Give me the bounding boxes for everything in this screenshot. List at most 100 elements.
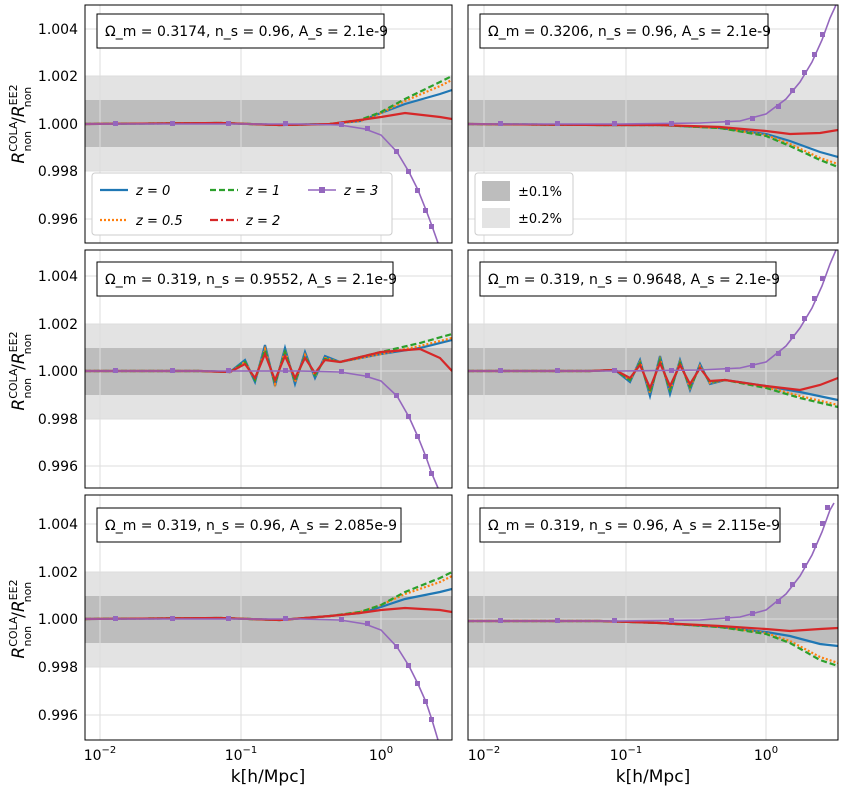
panel-2: Ω_m = 0.319, n_s = 0.9552, A_s = 2.1e-9	[84, 249, 453, 489]
series-group	[468, 250, 838, 409]
series-z3-markers	[498, 32, 825, 126]
x-tick-label: 10−1	[610, 745, 643, 764]
series-z3-markers	[113, 121, 434, 229]
series-group	[468, 5, 838, 169]
panel-frame	[467, 494, 839, 741]
y-label-sup: EE2	[7, 331, 20, 352]
panel-5: Ω_m = 0.319, n_s = 0.96, A_s = 2.115e-9	[467, 494, 839, 741]
series-z0_5	[468, 619, 838, 665]
panel-frame	[84, 494, 453, 741]
y-label-sub: non	[21, 131, 34, 152]
panel-title-box: Ω_m = 0.3174, n_s = 0.96, A_s = 2.1e-9	[96, 13, 388, 49]
y-axis-label-row-3: RCOLAnon/REE2non	[7, 579, 34, 658]
panel-frame	[84, 4, 453, 244]
panel-frame	[84, 249, 453, 489]
y-label-sup: COLA	[7, 368, 20, 399]
series-z0_5	[85, 79, 452, 127]
svg-text:RCOLAnon/REE2non: RCOLAnon/REE2non	[7, 84, 34, 163]
panel-title-box: Ω_m = 0.319, n_s = 0.96, A_s = 2.085e-9	[96, 507, 402, 543]
y-label-main: R	[9, 352, 29, 364]
series-z3-markers	[113, 616, 434, 722]
y-tick-label: 1.000	[38, 612, 78, 628]
legend-band-2: ±0.2%	[518, 212, 562, 227]
y-tick-labels-row-1: 1.004 1.002 1.000 0.998 0.996	[38, 22, 78, 228]
y-tick-label: 0.998	[38, 660, 78, 676]
x-axis-label-left: k[h/Mpc]	[231, 767, 305, 787]
panel-title-box: Ω_m = 0.319, n_s = 0.9552, A_s = 2.1e-9	[96, 261, 397, 297]
y-tick-label: 0.998	[38, 412, 78, 428]
panel-1: Ω_m = 0.3206, n_s = 0.96, A_s = 2.1e-9 ±…	[467, 4, 839, 244]
y-tick-label: 1.004	[38, 22, 78, 38]
x-tick-labels-left: 10−2 10−1 100	[84, 745, 393, 764]
series-z3-markers	[113, 368, 434, 476]
series-z3-markers	[498, 505, 830, 623]
legend-z0_5: z = 0.5	[135, 214, 183, 229]
y-tick-label: 1.004	[38, 269, 78, 285]
y-label-main: R	[9, 105, 29, 117]
series-group	[85, 332, 452, 488]
y-tick-labels-row-2: 1.004 1.002 1.000 0.998 0.996	[38, 269, 78, 475]
x-axis-label-right: k[h/Mpc]	[616, 767, 690, 787]
legend-band-1: ±0.1%	[518, 185, 562, 200]
y-label-sup: COLA	[7, 616, 20, 647]
y-label-sup: COLA	[7, 121, 20, 152]
panel-4: Ω_m = 0.319, n_s = 0.96, A_s = 2.085e-9	[84, 494, 453, 741]
panel-title: Ω_m = 0.3174, n_s = 0.96, A_s = 2.1e-9	[105, 24, 388, 40]
panel-title-box: Ω_m = 0.319, n_s = 0.96, A_s = 2.115e-9	[479, 507, 781, 543]
panel-title-box: Ω_m = 0.3206, n_s = 0.96, A_s = 2.1e-9	[479, 13, 771, 49]
legend-z2: z = 2	[245, 214, 280, 229]
y-label-sub: non	[21, 378, 34, 399]
y-tick-label: 1.000	[38, 364, 78, 380]
series-z3-markers	[498, 276, 825, 373]
y-label-sub: non	[21, 334, 34, 355]
panel-title: Ω_m = 0.319, n_s = 0.96, A_s = 2.085e-9	[105, 518, 397, 534]
panel-title: Ω_m = 0.319, n_s = 0.9552, A_s = 2.1e-9	[105, 272, 397, 288]
y-tick-label: 1.004	[38, 517, 78, 533]
y-label-sup: EE2	[7, 84, 20, 105]
y-label-main: R	[9, 600, 29, 612]
x-tick-label: 10−1	[225, 745, 258, 764]
y-tick-labels-row-3: 1.004 1.002 1.000 0.998 0.996	[38, 517, 78, 724]
y-label-sub: non	[21, 626, 34, 647]
panel-title: Ω_m = 0.319, n_s = 0.96, A_s = 2.115e-9	[488, 518, 780, 534]
y-label-main: R	[9, 647, 29, 659]
x-tick-label: 100	[369, 745, 393, 764]
y-tick-label: 1.002	[38, 317, 78, 333]
legend: z = 0 z = 1 z = 3 z = 0.5 z = 2	[91, 172, 393, 236]
y-tick-label: 0.998	[38, 164, 78, 180]
legend-z0: z = 0	[135, 184, 170, 199]
y-tick-label: 1.000	[38, 117, 78, 133]
legend-z1: z = 1	[245, 184, 280, 199]
series-z1	[468, 122, 838, 169]
series-z2	[468, 122, 838, 136]
series-group	[85, 571, 452, 740]
band-legend: ±0.1% ±0.2%	[474, 172, 574, 236]
panel-0: Ω_m = 0.3174, n_s = 0.96, A_s = 2.1e-9 z…	[84, 4, 453, 244]
y-tick-label: 0.996	[38, 212, 78, 228]
series-group	[468, 502, 838, 668]
y-tick-label: 0.996	[38, 708, 78, 724]
y-tick-label: 0.996	[38, 459, 78, 475]
x-tick-label: 10−2	[468, 745, 501, 764]
y-label-main: R	[9, 152, 29, 164]
y-label-sub: non	[21, 582, 34, 603]
y-tick-label: 1.002	[38, 69, 78, 85]
series-z2	[468, 360, 838, 392]
x-tick-label: 100	[754, 745, 778, 764]
panel-title: Ω_m = 0.319, n_s = 0.9648, A_s = 2.1e-9	[488, 272, 780, 288]
y-axis-label-row-1: RCOLAnon/REE2non	[7, 84, 34, 163]
svg-text:RCOLAnon/REE2non: RCOLAnon/REE2non	[7, 331, 34, 410]
series-z2	[85, 347, 452, 383]
panel-title: Ω_m = 0.3206, n_s = 0.96, A_s = 2.1e-9	[488, 24, 771, 40]
series-z1	[468, 619, 838, 668]
panel-3: Ω_m = 0.319, n_s = 0.9648, A_s = 2.1e-9	[467, 249, 839, 489]
series-z0_5	[85, 575, 452, 622]
panel-frame	[467, 4, 839, 244]
y-label-sup: EE2	[7, 579, 20, 600]
y-axis-label-row-2: RCOLAnon/REE2non	[7, 331, 34, 410]
x-tick-label: 10−2	[84, 745, 117, 764]
panel-title-box: Ω_m = 0.319, n_s = 0.9648, A_s = 2.1e-9	[479, 261, 780, 297]
y-tick-label: 1.002	[38, 565, 78, 581]
series-group	[85, 75, 452, 243]
